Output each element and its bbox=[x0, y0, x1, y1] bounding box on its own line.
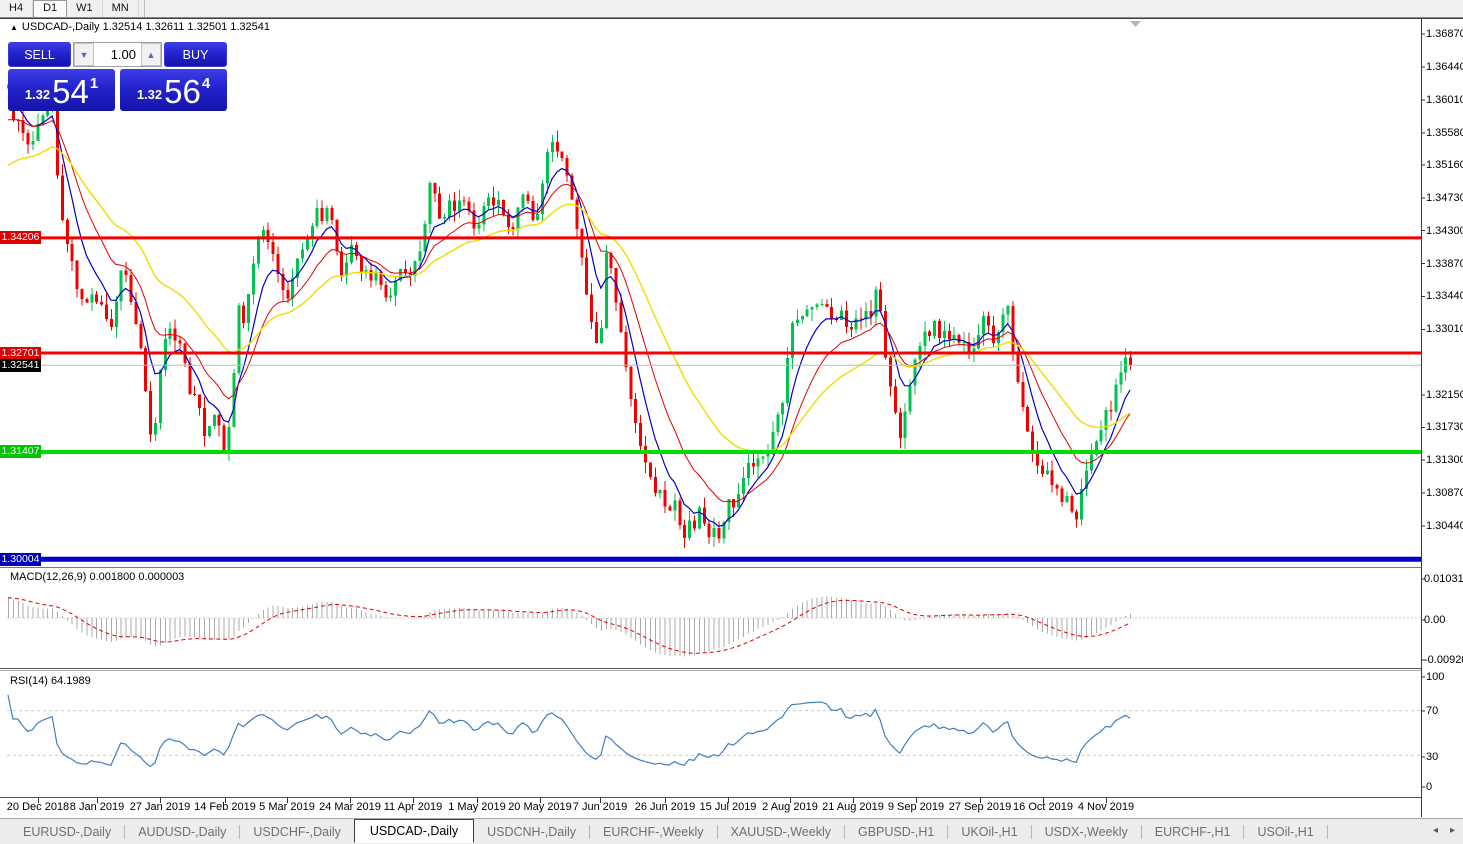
volume-decrease-button[interactable]: ▼ bbox=[74, 43, 94, 66]
chevron-down-icon: ▼ bbox=[79, 49, 89, 60]
buy-button[interactable]: BUY bbox=[164, 42, 227, 67]
sell-price-display[interactable]: 1.32 54 1 bbox=[8, 69, 115, 111]
tab-separator bbox=[1326, 824, 1328, 839]
volume-spinner: ▼ ▲ bbox=[73, 42, 162, 67]
tab-separator bbox=[1243, 824, 1245, 839]
tab-scroll-right-icon[interactable]: ▸ bbox=[1449, 825, 1455, 836]
volume-increase-button[interactable]: ▲ bbox=[141, 43, 161, 66]
volume-input[interactable] bbox=[94, 43, 141, 66]
chart-tab-xauusd-weekly[interactable]: XAUUSD-,Weekly bbox=[730, 824, 831, 839]
chart-tab-eurchf-h1[interactable]: EURCHF-,H1 bbox=[1154, 824, 1231, 839]
sell-price-base: 1.32 bbox=[24, 87, 51, 102]
tab-scroll-left-icon[interactable]: ◂ bbox=[1432, 825, 1438, 836]
chart-tab-gbpusd-h1[interactable]: GBPUSD-,H1 bbox=[857, 824, 935, 839]
chart-tab-usdx-weekly[interactable]: USDX-,Weekly bbox=[1044, 824, 1128, 839]
chart-tab-ukoil-h1[interactable]: UKOil-,H1 bbox=[961, 824, 1018, 839]
tab-separator bbox=[1140, 824, 1142, 839]
timeframe-toolbar: H4 D1 W1 MN bbox=[0, 0, 1463, 18]
chart-area[interactable] bbox=[0, 18, 1463, 818]
toolbar-separator bbox=[143, 0, 145, 17]
sell-price-main: 54 bbox=[52, 73, 89, 110]
tab-separator bbox=[239, 824, 241, 839]
tab-separator bbox=[124, 824, 126, 839]
chart-tab-usdcnh-daily[interactable]: USDCNH-,Daily bbox=[487, 824, 577, 839]
chart-tab-usoil-h1[interactable]: USOil-,H1 bbox=[1257, 824, 1314, 839]
chart-tab-usdchf-daily[interactable]: USDCHF-,Daily bbox=[253, 824, 341, 839]
timeframe-button-mn[interactable]: MN bbox=[103, 0, 139, 17]
tab-separator bbox=[589, 824, 591, 839]
timeframe-button-h4[interactable]: H4 bbox=[0, 0, 34, 17]
tab-separator bbox=[947, 824, 949, 839]
sell-price-pip: 1 bbox=[89, 75, 99, 92]
buy-price-display[interactable]: 1.32 56 4 bbox=[120, 69, 227, 111]
chart-tab-audusd-daily[interactable]: AUDUSD-,Daily bbox=[138, 824, 227, 839]
timeframe-button-w1[interactable]: W1 bbox=[67, 0, 103, 17]
chart-tab-bar: EURUSD-,Daily AUDUSD-,Daily USDCHF-,Daily U… bbox=[0, 818, 1463, 844]
sell-button[interactable]: SELL bbox=[8, 42, 71, 67]
chart-tab-eurusd-daily[interactable]: EURUSD-,Daily bbox=[23, 824, 112, 839]
tab-separator bbox=[1030, 824, 1032, 839]
buy-price-base: 1.32 bbox=[136, 87, 163, 102]
buy-price-main: 56 bbox=[164, 73, 201, 110]
chart-tab-usdcad-daily[interactable]: USDCAD-,Daily bbox=[353, 818, 475, 843]
timeframe-button-d1[interactable]: D1 bbox=[33, 0, 68, 17]
chevron-up-icon: ▲ bbox=[146, 49, 156, 60]
buy-price-pip: 4 bbox=[201, 75, 211, 92]
tab-separator bbox=[716, 824, 718, 839]
tab-scroll-arrows: ◂ ▸ bbox=[1433, 825, 1455, 836]
chart-tab-eurchf-weekly[interactable]: EURCHF-,Weekly bbox=[603, 824, 704, 839]
tab-separator bbox=[843, 824, 845, 839]
